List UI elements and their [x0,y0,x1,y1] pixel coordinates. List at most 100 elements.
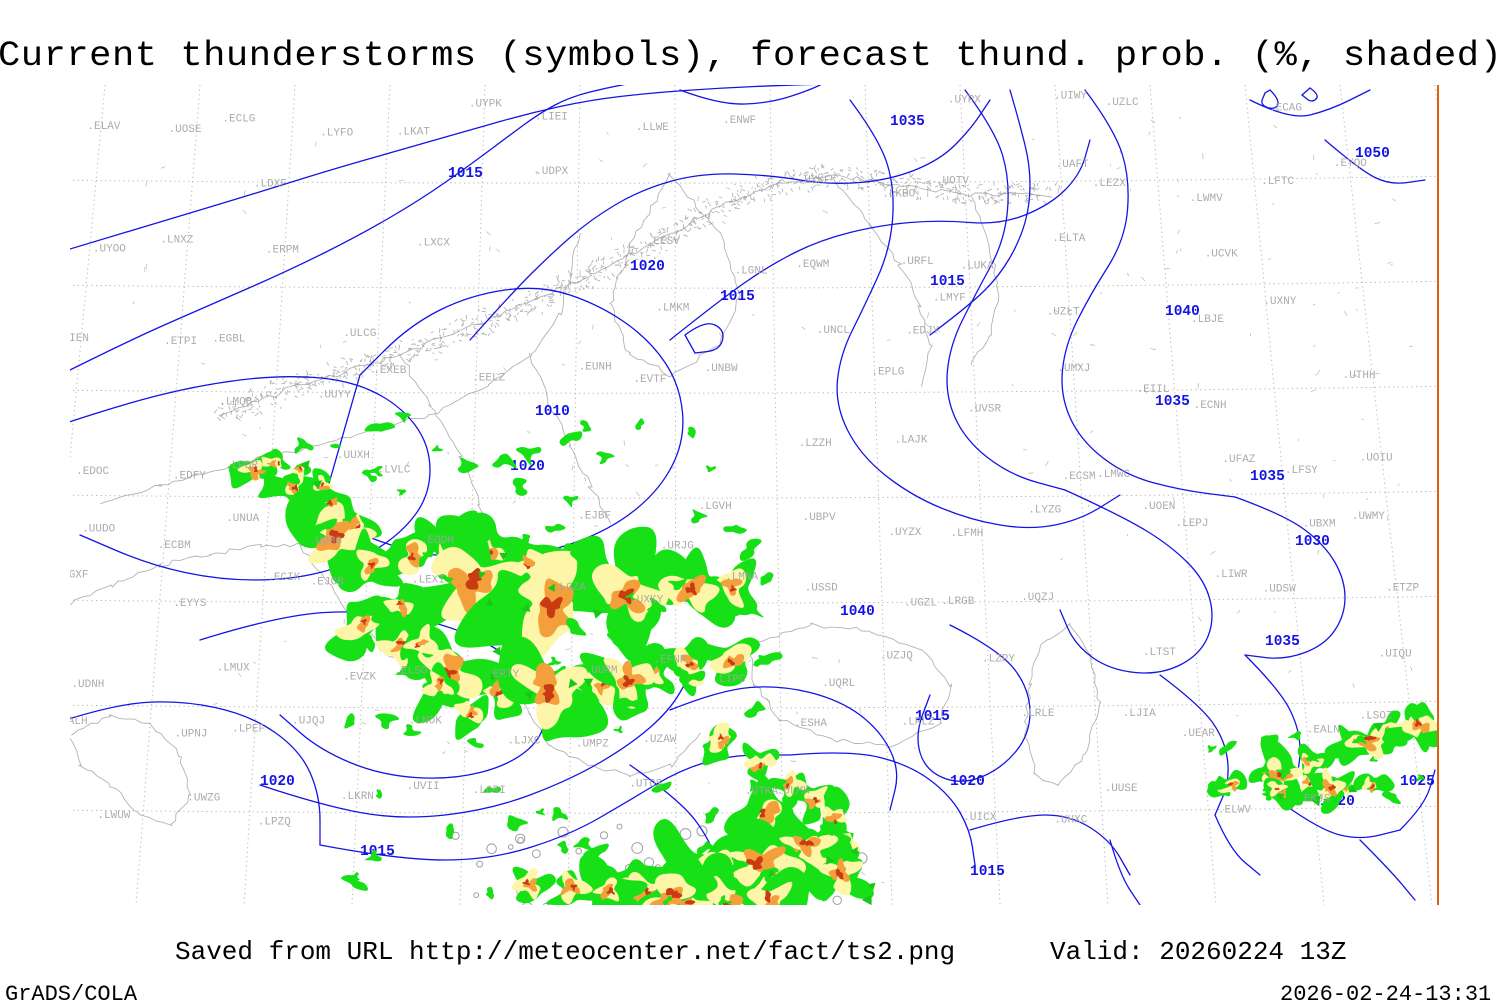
svg-text:.ETPI: .ETPI [164,336,197,348]
svg-text:.ETZP: .ETZP [1386,583,1419,595]
svg-text:.UWMY: .UWMY [1352,511,1385,523]
svg-text:.LRGB: .LRGB [941,596,974,608]
svg-text:.EXEB: .EXEB [373,365,406,377]
svg-text:.URJG: .URJG [661,541,694,553]
svg-text:.ECBM: .ECBM [158,540,191,552]
svg-text:.LEXI: .LEXI [412,574,445,586]
svg-text:1040: 1040 [840,604,875,620]
svg-text:.UHXC: .UHXC [1054,814,1087,826]
svg-text:.UQZJ: .UQZJ [1021,592,1054,604]
svg-text:.LEPJ: .LEPJ [1176,518,1209,530]
svg-text:.EKJS: .EKJS [1297,794,1330,806]
svg-text:.LKAT: .LKAT [397,127,430,139]
svg-text:.LFTC: .LFTC [1261,176,1294,188]
svg-text:.UYOO: .UYOO [93,244,126,256]
svg-text:.EELZ: .EELZ [472,373,505,385]
svg-text:.UIQU: .UIQU [1379,649,1412,661]
svg-text:.ECNH: .ECNH [1194,400,1227,412]
svg-text:.URFL: .URFL [901,256,934,268]
svg-text:.UOIU: .UOIU [1360,453,1393,465]
svg-text:.LZZH: .LZZH [799,438,832,450]
svg-text:.LXCX: .LXCX [417,238,450,250]
svg-text:1010: 1010 [535,404,570,420]
svg-text:.UTOS: .UTOS [629,778,662,790]
svg-text:1015: 1015 [930,274,965,290]
svg-text:.UGZL: .UGZL [904,598,937,610]
svg-text:.EODH: .EODH [421,535,454,547]
svg-text:.LSOZ: .LSOZ [1360,710,1393,722]
svg-text:.UTHH: .UTHH [1343,370,1376,382]
svg-text:.EVZK: .EVZK [343,671,376,683]
svg-text:.UIWY: .UIWY [1054,90,1087,102]
svg-text:.UPNJ: .UPNJ [175,729,208,741]
svg-text:.LRLE: .LRLE [1022,708,1055,720]
svg-text:1025: 1025 [1400,774,1435,790]
svg-text:.UDSW: .UDSW [1263,584,1296,596]
svg-text:.UTKA: .UTKA [745,786,778,798]
svg-text:.LUKA: .LUKA [961,261,994,273]
svg-text:.LIWR: .LIWR [1215,569,1248,581]
svg-text:1035: 1035 [890,114,925,130]
svg-text:.UMXJ: .UMXJ [1057,363,1090,375]
svg-text:.ERPM: .ERPM [266,244,299,256]
svg-text:.EESV: .EESV [647,236,680,248]
svg-text:.UNBW: .UNBW [705,363,738,375]
svg-text:.LZPY: .LZPY [982,654,1015,666]
svg-text:.LLWE: .LLWE [636,122,669,134]
svg-text:.UURM: .UURM [585,665,618,677]
svg-text:.LGNL: .LGNL [735,266,768,278]
svg-text:.LWUW: .LWUW [97,810,130,822]
svg-text:.ECSM: .ECSM [1063,471,1096,483]
svg-text:.EDJY: .EDJY [906,326,939,338]
svg-text:.EALH: .EALH [70,716,88,728]
svg-text:.UUXH: .UUXH [337,450,370,462]
svg-text:.LMWC: .LMWC [1097,469,1130,481]
svg-text:.LBJE: .LBJE [1191,314,1224,326]
svg-text:.ELWV: .ELWV [1218,804,1251,816]
svg-text:.EYQO: .EYQO [1334,158,1367,170]
svg-text:.UDPX: .UDPX [535,166,568,178]
svg-text:.UOMO: .UOMO [309,536,342,548]
svg-text:.ECLG: .ECLG [222,114,255,126]
svg-text:.LTST: .LTST [1143,647,1176,659]
svg-text:.UOEN: .UOEN [1142,501,1175,513]
svg-text:.UOSE: .UOSE [169,124,202,136]
svg-text:.EVTF: .EVTF [633,374,666,386]
svg-text:.EUNH: .EUNH [579,362,612,374]
svg-text:1035: 1035 [1265,634,1300,650]
svg-text:.LMUX: .LMUX [217,662,250,674]
svg-text:.ULMK: .ULMK [777,786,810,798]
svg-text:.UAFT: .UAFT [1056,159,1089,171]
svg-text:.EPLG: .EPLG [871,367,904,379]
svg-text:1020: 1020 [950,774,985,790]
svg-text:.ULCG: .ULCG [343,328,376,340]
svg-text:.UOTV: .UOTV [936,175,969,187]
svg-text:.UXKY: .UXKY [630,595,663,607]
svg-text:.UXKF: .UXKF [798,175,831,187]
svg-text:.LWMV: .LWMV [1190,193,1223,205]
svg-text:.UEAR: .UEAR [1182,728,1215,740]
svg-text:.ERTY: .ERTY [486,669,519,681]
svg-text:.LGVH: .LGVH [699,501,732,513]
svg-text:.LMNA: .LMNA [725,571,758,583]
svg-text:.UUYY: .UUYY [318,390,351,402]
svg-text:.UYZX: .UYZX [888,527,921,539]
svg-text:.UBPV: .UBPV [803,512,836,524]
svg-text:.LYFO: .LYFO [320,128,353,140]
svg-text:.LMKM: .LMKM [656,302,689,314]
svg-text:.LGXF: .LGXF [70,569,89,581]
svg-text:1020: 1020 [630,259,665,275]
svg-text:.UYPK: .UYPK [469,99,502,111]
svg-text:.LDXF: .LDXF [254,179,287,191]
svg-text:.LFSY: .LFSY [1285,465,1318,477]
svg-text:.UCVK: .UCVK [1205,248,1238,260]
svg-text:.UZLT: .UZLT [1047,307,1080,319]
svg-text:.LPDR: .LPDR [225,460,258,472]
svg-text:.UVSR: .UVSR [968,403,1001,415]
svg-text:.LKRN: .LKRN [341,791,374,803]
svg-text:1035: 1035 [1155,394,1190,410]
svg-text:.LMYF: .LMYF [933,293,966,305]
svg-text:.UNUA: .UNUA [226,513,259,525]
svg-text:1015: 1015 [970,864,1005,880]
svg-text:.LMQB: .LMQB [219,397,252,409]
